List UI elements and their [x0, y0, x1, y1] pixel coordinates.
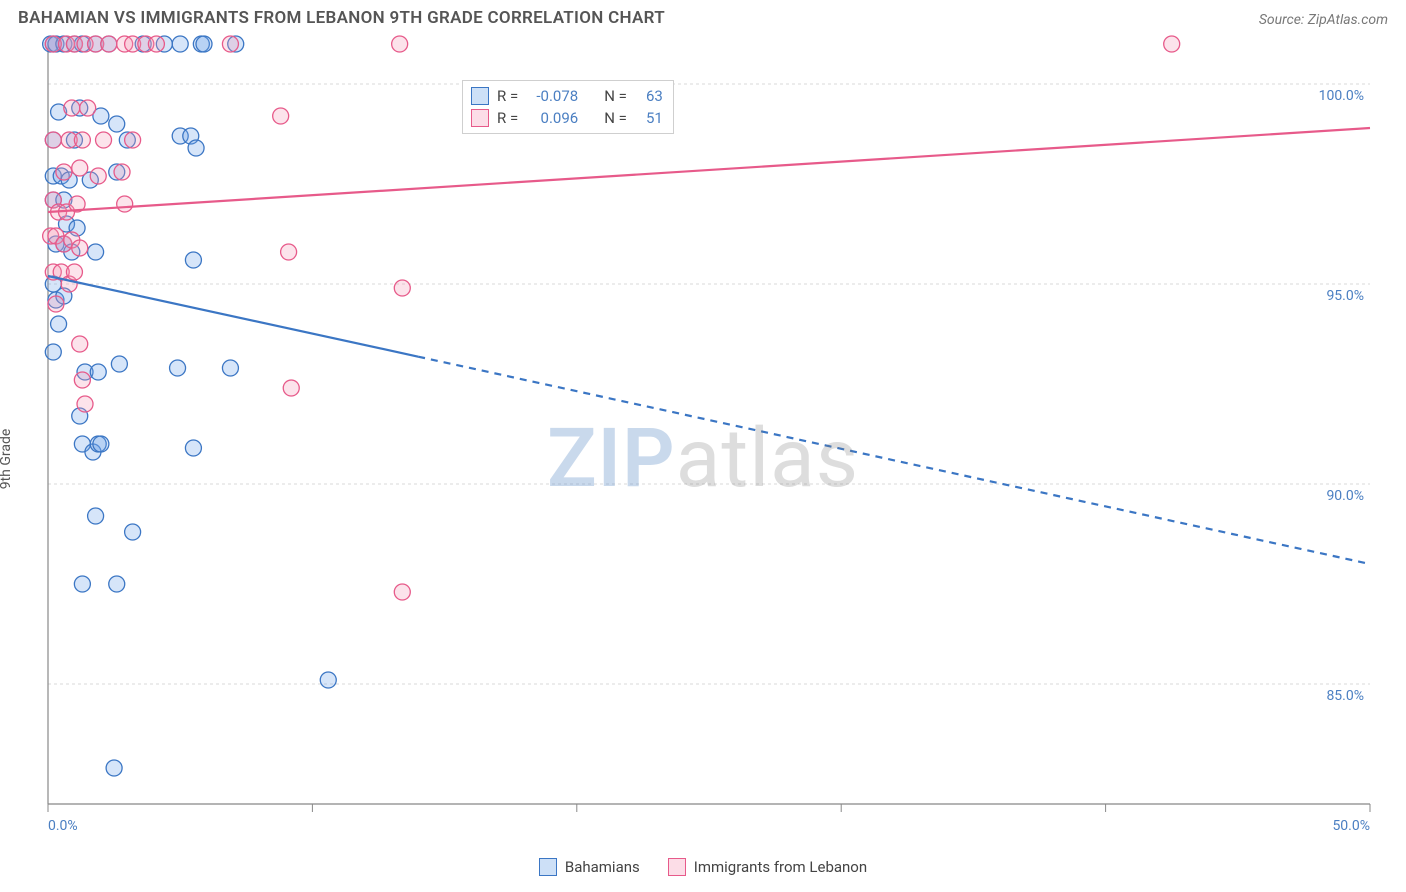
- data-point: [172, 36, 188, 52]
- data-point: [106, 760, 122, 776]
- data-point: [56, 164, 72, 180]
- data-point: [125, 132, 141, 148]
- legend-N-label: N =: [604, 85, 627, 107]
- data-point: [222, 360, 238, 376]
- data-point: [96, 132, 112, 148]
- chart-source: Source: ZipAtlas.com: [1259, 12, 1388, 28]
- x-tick-label: 0.0%: [48, 818, 78, 834]
- bottom-legend-item: Bahamians: [539, 858, 640, 876]
- data-point: [72, 240, 88, 256]
- legend-R-label: R =: [497, 85, 518, 107]
- data-point: [90, 168, 106, 184]
- data-point: [117, 196, 133, 212]
- data-point: [93, 436, 109, 452]
- y-tick-label: 90.0%: [1326, 488, 1364, 504]
- y-axis-label: 9th Grade: [0, 429, 14, 490]
- data-point: [114, 164, 130, 180]
- legend-R-value: -0.078: [526, 85, 578, 107]
- data-point: [90, 364, 106, 380]
- scatter-chart-svg: 85.0% 90.0% 95.0% 100.0% 0.0% 50.0%: [0, 34, 1406, 844]
- data-point: [196, 36, 212, 52]
- chart-area: 9th Grade 85.0% 90.0% 95.0% 100.0% 0.0% 50.0%…: [0, 34, 1406, 884]
- data-point: [109, 116, 125, 132]
- legend-N-value: 51: [635, 107, 663, 129]
- data-point: [74, 576, 90, 592]
- trend-line-solid: [48, 276, 418, 357]
- bottom-legend-item: Immigrants from Lebanon: [668, 858, 867, 876]
- data-point: [74, 132, 90, 148]
- trend-line-solid: [48, 128, 1370, 212]
- legend-swatch: [668, 858, 686, 876]
- source-name: ZipAtlas.com: [1308, 12, 1388, 28]
- legend-R-label: R =: [497, 107, 518, 129]
- legend-swatch: [471, 87, 489, 105]
- data-point: [394, 584, 410, 600]
- data-point: [51, 316, 67, 332]
- data-point: [66, 264, 82, 280]
- data-point: [273, 108, 289, 124]
- data-point: [88, 244, 104, 260]
- source-prefix: Source:: [1259, 12, 1308, 28]
- legend-N-value: 63: [635, 85, 663, 107]
- bottom-legend-label: Immigrants from Lebanon: [694, 858, 867, 876]
- data-point: [1164, 36, 1180, 52]
- data-point: [48, 296, 64, 312]
- data-point: [281, 244, 297, 260]
- legend-row: R = -0.078 N = 63: [471, 85, 663, 107]
- data-point: [45, 132, 61, 148]
- correlation-legend: R = -0.078 N = 63 R = 0.096 N = 51: [462, 80, 674, 134]
- y-tick-label: 100.0%: [1319, 88, 1364, 104]
- data-point: [188, 140, 204, 156]
- data-point: [125, 524, 141, 540]
- data-point: [74, 372, 90, 388]
- bottom-legend-label: Bahamians: [565, 858, 640, 876]
- data-point: [45, 344, 61, 360]
- chart-title: BAHAMIAN VS IMMIGRANTS FROM LEBANON 9TH …: [18, 8, 665, 28]
- y-tick-label: 85.0%: [1326, 688, 1364, 704]
- legend-row: R = 0.096 N = 51: [471, 107, 663, 129]
- trend-line-dashed: [418, 357, 1370, 564]
- data-point: [109, 576, 125, 592]
- data-point: [111, 356, 127, 372]
- data-point: [77, 396, 93, 412]
- series-legend: Bahamians Immigrants from Lebanon: [0, 858, 1406, 876]
- x-tick-label: 50.0%: [1332, 818, 1370, 834]
- legend-swatch: [539, 858, 557, 876]
- legend-swatch: [471, 109, 489, 127]
- data-point: [64, 100, 80, 116]
- data-point: [148, 36, 164, 52]
- data-point: [185, 440, 201, 456]
- data-point: [320, 672, 336, 688]
- y-tick-label: 95.0%: [1326, 288, 1364, 304]
- data-point: [80, 100, 96, 116]
- data-point: [101, 36, 117, 52]
- data-point: [185, 252, 201, 268]
- data-point: [283, 380, 299, 396]
- data-point: [394, 280, 410, 296]
- data-point: [72, 160, 88, 176]
- data-point: [222, 36, 238, 52]
- legend-R-value: 0.096: [526, 107, 578, 129]
- legend-N-label: N =: [604, 107, 627, 129]
- data-point: [72, 336, 88, 352]
- data-point: [392, 36, 408, 52]
- data-point: [170, 360, 186, 376]
- data-point: [88, 508, 104, 524]
